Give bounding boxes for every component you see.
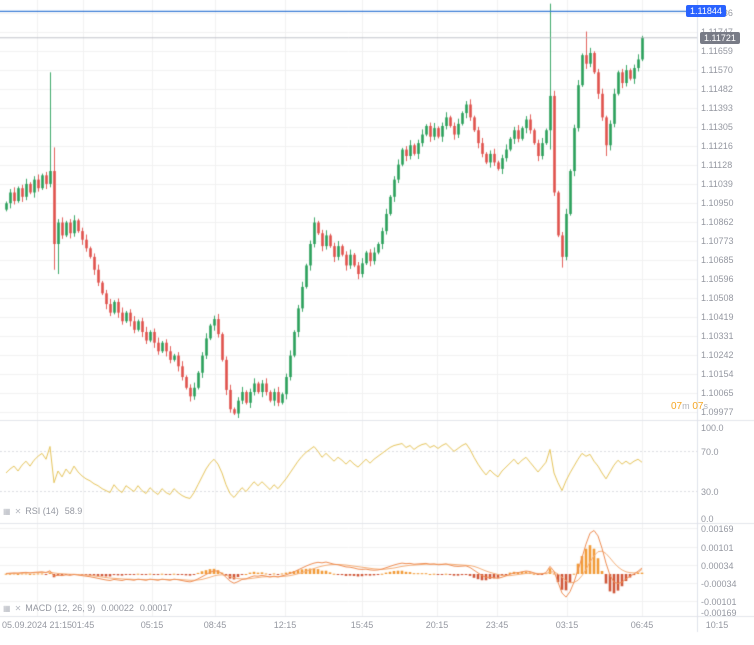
price-axis-label: 1.10331 — [701, 331, 734, 342]
macd-axis-label: 0.00101 — [701, 542, 734, 553]
rsi-legend-value: 58.9 — [64, 506, 83, 516]
rsi-close-icon[interactable]: ✕ — [14, 506, 22, 516]
macd-legend-value-signal: 0.00017 — [139, 603, 173, 613]
rsi-axis-label: 100.0 — [701, 423, 724, 433]
time-axis-label: 08:45 — [203, 620, 227, 630]
time-axis-label: 23:45 — [485, 620, 509, 630]
time-axis-label: 05.09.2024 21:15 — [1, 620, 73, 630]
rsi-settings-icon[interactable]: ▦ — [3, 506, 11, 516]
rsi-axis-label: 30.0 — [701, 486, 719, 497]
price-axis-label: 1.10242 — [701, 350, 734, 361]
macd-legend: ▦ ✕ MACD (12, 26, 9) 0.00022 0.00017 — [3, 603, 172, 613]
macd-axis-label: 0.00169 — [701, 524, 734, 535]
macd-legend-value-macd: 0.00022 — [101, 603, 134, 613]
countdown-minutes: 07 — [670, 401, 683, 412]
time-axis-label: 06:45 — [630, 620, 654, 630]
price-axis-label: 1.10065 — [701, 388, 734, 399]
time-axis-label: 12:15 — [273, 620, 297, 630]
macd-axis-label: 0.00034 — [701, 560, 734, 571]
price-axis-label: 1.10685 — [701, 255, 734, 266]
macd-legend-title: MACD (12, 26, 9) — [25, 603, 96, 613]
price-axis-label: 1.11305 — [701, 122, 733, 133]
time-axis-label: 15:45 — [350, 620, 374, 630]
time-axis-label: 20:15 — [425, 620, 449, 630]
bar-close-countdown: 07m 07s — [671, 401, 708, 412]
price-axis-label: 1.10508 — [701, 293, 734, 304]
price-axis-label: 1.11128 — [701, 160, 733, 171]
macd-axis-label: -0.00169 — [701, 608, 737, 618]
macd-settings-icon[interactable]: ▦ — [3, 603, 11, 613]
countdown-minutes-unit: m — [682, 401, 690, 411]
rsi-legend-title: RSI (14) — [25, 506, 59, 516]
rsi-legend: ▦ ✕ RSI (14) 58.9 — [3, 506, 82, 516]
countdown-seconds-unit: s — [703, 401, 709, 411]
time-axis-label: 05:15 — [140, 620, 164, 630]
price-axis-label: 1.10154 — [701, 369, 734, 380]
alert-price-badge[interactable]: 1.11844 — [686, 5, 726, 18]
macd-close-icon[interactable]: ✕ — [14, 603, 22, 613]
price-axis-label: 1.11570 — [701, 65, 733, 76]
macd-axis-label: -0.00034 — [701, 579, 737, 590]
time-axis-label: 03:15 — [555, 620, 579, 630]
price-axis-label: 1.09977 — [701, 407, 734, 418]
rsi-axis-label: 0.0 — [701, 514, 714, 524]
last-price-badge: 1.11721 — [700, 31, 740, 44]
price-axis-label: 1.11482 — [701, 84, 733, 95]
countdown-seconds: 07 — [692, 401, 704, 412]
price-axis-label: 1.11393 — [701, 103, 733, 114]
price-axis-label: 1.10862 — [701, 217, 734, 228]
price-axis-label: 1.11216 — [701, 141, 733, 152]
price-axis-label: 1.11659 — [701, 46, 733, 57]
time-axis-label: 01:45 — [71, 620, 95, 630]
price-axis-label: 1.10773 — [701, 236, 734, 247]
price-axis-label: 1.11039 — [701, 179, 733, 190]
time-axis-label: 10:15 — [705, 620, 729, 630]
price-axis-label: 1.10950 — [701, 198, 734, 209]
price-axis-label: 1.10419 — [701, 312, 734, 323]
price-axis-label: 1.10596 — [701, 274, 734, 285]
rsi-axis-label: 70.0 — [701, 447, 719, 458]
macd-axis-label: -0.00101 — [701, 597, 737, 608]
